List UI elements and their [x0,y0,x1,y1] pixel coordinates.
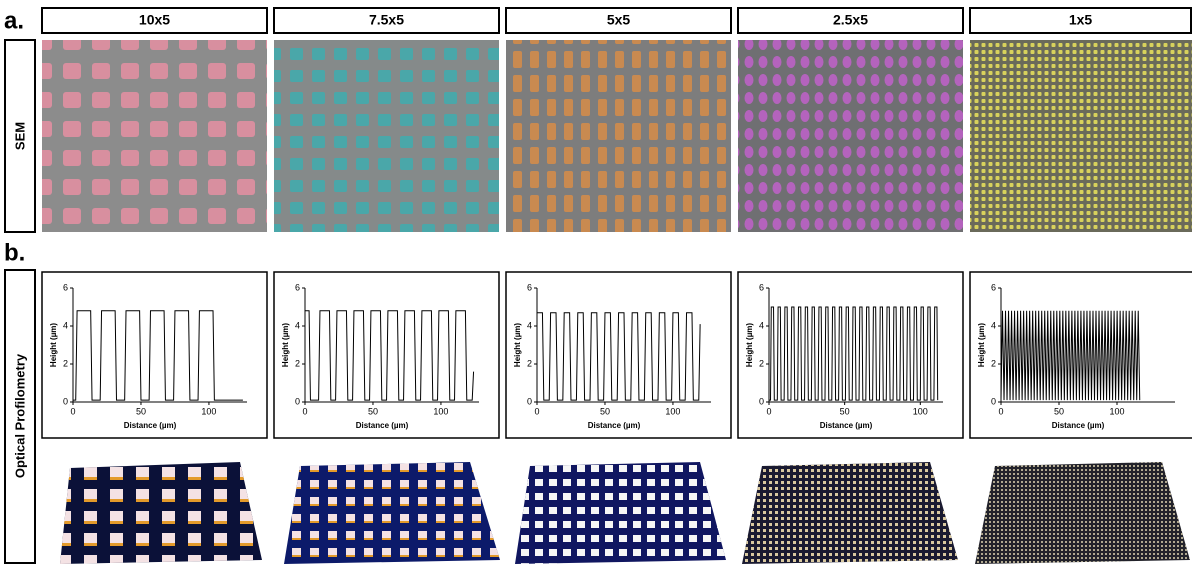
profile-line [73,311,243,400]
y-tick-label: 6 [527,282,532,292]
sem-pillars [970,40,1192,232]
x-axis-title: Distance (µm) [124,421,177,430]
y-tick-label: 2 [63,358,68,368]
x-tick-label: 100 [1109,406,1124,416]
sem-pillars [738,40,963,232]
sem-pillars [42,40,267,232]
x-tick-label: 50 [136,406,146,416]
x-tick-label: 100 [913,406,928,416]
sem-pillars [274,40,499,232]
x-tick-label: 0 [998,406,1003,416]
chart-box [42,272,267,438]
x-axis-title: Distance (µm) [588,421,641,430]
y-tick-label: 2 [759,358,764,368]
profile-line [305,311,474,400]
x-tick-label: 100 [665,406,680,416]
x-tick-label: 100 [433,406,448,416]
chart-box [738,272,963,438]
row-label: SEM [12,122,27,150]
y-tick-label: 4 [759,320,764,330]
y-tick-label: 0 [527,396,532,406]
y-tick-label: 2 [527,358,532,368]
y-axis-title: Height (µm) [281,323,290,367]
y-axis-title: Height (µm) [977,323,986,367]
panel-label: a. [4,7,24,34]
y-tick-label: 0 [63,396,68,406]
x-axis-title: Distance (µm) [820,421,873,430]
x-tick-label: 0 [302,406,307,416]
y-tick-label: 6 [991,282,996,292]
y-tick-label: 6 [295,282,300,292]
y-tick-label: 0 [295,396,300,406]
render-pillars [975,462,1190,564]
sem-pillars [506,40,731,232]
column-header: 7.5x5 [369,12,404,28]
y-tick-label: 6 [63,282,68,292]
render-pillars [742,462,958,564]
profile-line [1001,311,1140,400]
renders [60,462,1190,564]
column-header: 10x5 [139,12,170,28]
figure: a. b. SEM Optical Profilometry 10x5 7.5x5… [0,0,1192,564]
y-axis-title: Height (µm) [513,323,522,367]
render-pillars [60,462,262,564]
column-header: 5x5 [607,12,631,28]
y-tick-label: 0 [759,396,764,406]
chart-box [506,272,731,438]
y-tick-label: 2 [295,358,300,368]
y-axis-title: Height (µm) [745,323,754,367]
sem-images [42,40,1192,232]
x-tick-label: 0 [70,406,75,416]
profile-line [769,307,938,400]
x-axis-title: Distance (µm) [356,421,409,430]
render-pillars [515,462,726,564]
x-tick-label: 50 [368,406,378,416]
x-tick-label: 100 [201,406,216,416]
x-tick-label: 50 [600,406,610,416]
x-axis-title: Distance (µm) [1052,421,1105,430]
y-tick-label: 4 [63,320,68,330]
column-header: 1x5 [1069,12,1093,28]
x-tick-label: 50 [840,406,850,416]
profile-line [537,313,700,400]
y-tick-label: 4 [295,320,300,330]
row-label: Optical Profilometry [12,353,27,478]
x-tick-label: 0 [766,406,771,416]
y-tick-label: 0 [991,396,996,406]
column-header: 2.5x5 [833,12,868,28]
render-pillars [284,462,500,564]
x-tick-label: 0 [534,406,539,416]
y-tick-label: 4 [991,320,996,330]
y-tick-label: 4 [527,320,532,330]
chart-box [274,272,499,438]
y-tick-label: 2 [991,358,996,368]
y-axis-title: Height (µm) [49,323,58,367]
y-tick-label: 6 [759,282,764,292]
x-tick-label: 50 [1054,406,1064,416]
panel-label: b. [4,239,25,266]
